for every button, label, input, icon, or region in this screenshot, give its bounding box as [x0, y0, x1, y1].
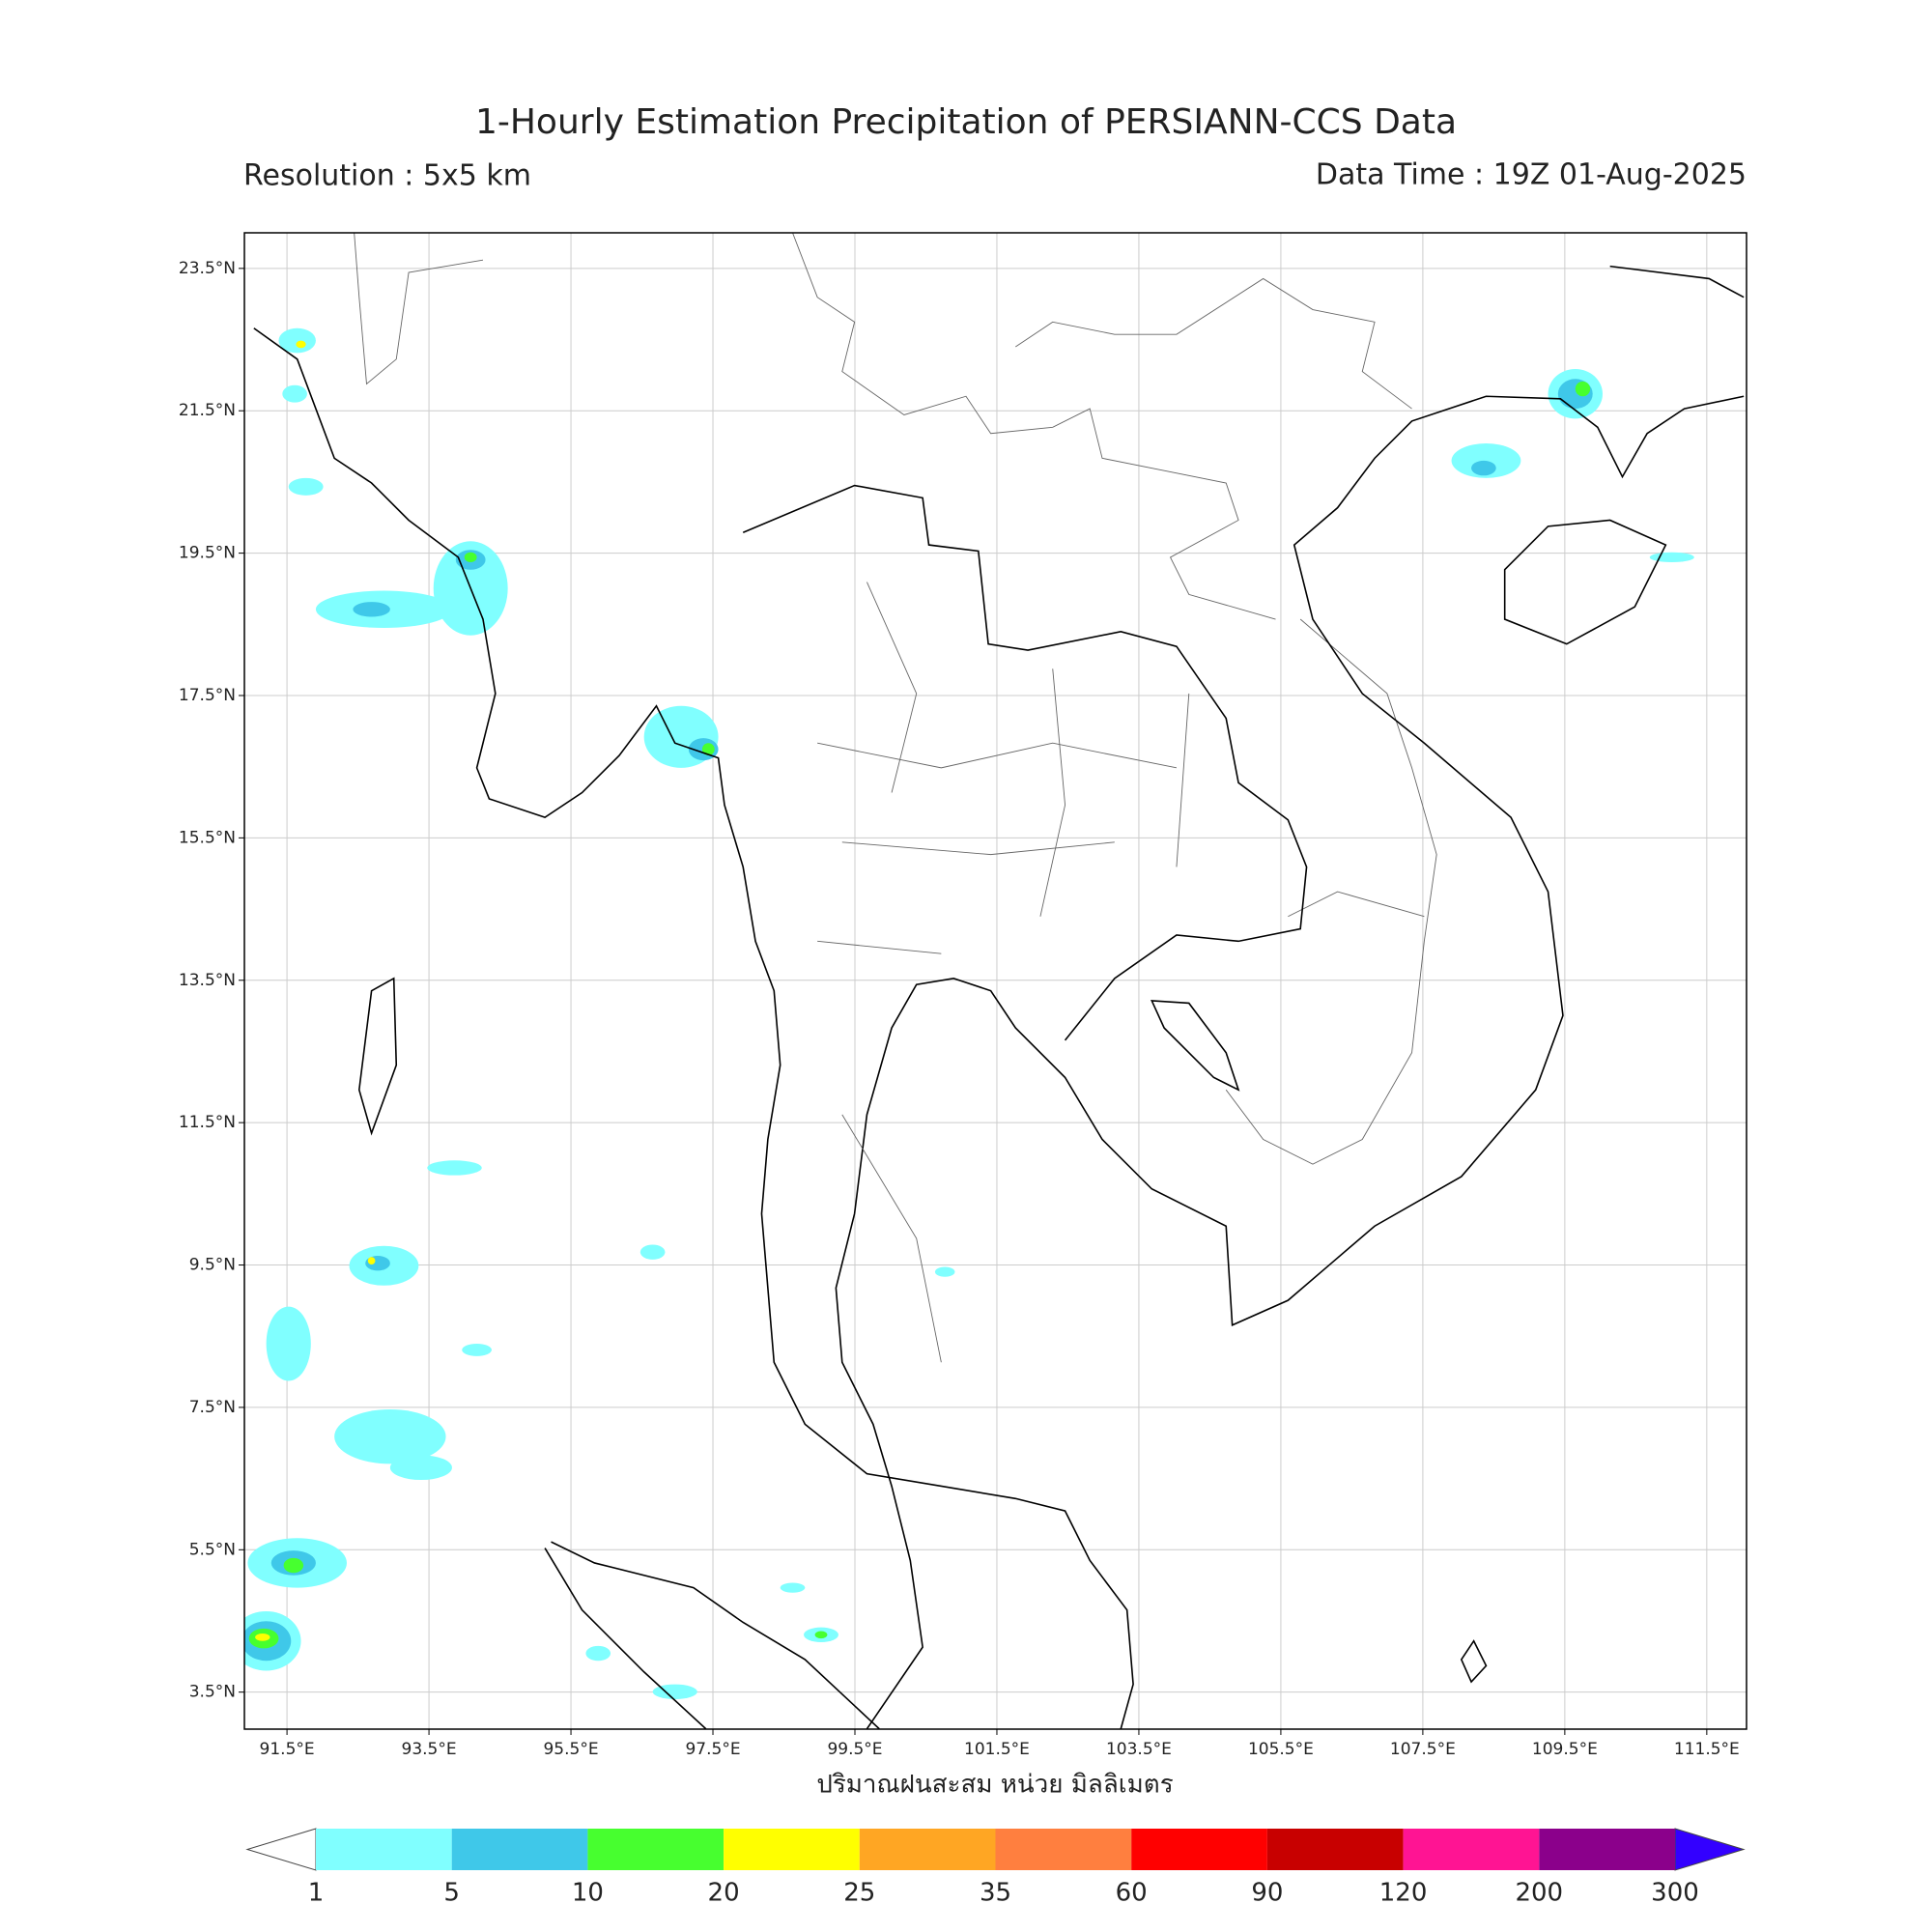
colorbar-over: [1674, 1828, 1746, 1871]
y-tick-label: 5.5°N: [189, 1540, 236, 1559]
y-tick-label: 17.5°N: [179, 686, 236, 705]
colorbar-bin: [1131, 1829, 1267, 1870]
grid: 91.5°E 93.5°E 95.5°E 97.5°E 99.5°E 101.5°E 103…: [179, 233, 1747, 1759]
colorbar-bin: [316, 1829, 452, 1870]
colorbar-bin: [1403, 1829, 1540, 1870]
y-tick-label: 9.5°N: [189, 1256, 236, 1275]
title: 1-Hourly Estimation Precipitation of PER…: [475, 102, 1457, 142]
rain: [244, 327, 1694, 1699]
y-tick-label: 11.5°N: [179, 1113, 236, 1132]
colorbar-bin: [451, 1829, 588, 1870]
colorbar-label: 20: [708, 1879, 740, 1908]
thailand-outline: [743, 486, 1306, 1363]
data-time: Data Time : 19Z 01-Aug-2025: [1316, 158, 1747, 192]
colorbar-label: 5: [443, 1879, 460, 1908]
colorbar-label: 1: [308, 1879, 325, 1908]
map-drawing: [244, 233, 1744, 1729]
colorbar-bin: [859, 1829, 996, 1870]
x-tick-label: 97.5°E: [685, 1740, 740, 1759]
colorbar-bin: [995, 1829, 1132, 1870]
y-tick-label: 7.5°N: [189, 1398, 236, 1417]
colorbar-bin: [587, 1829, 724, 1870]
colorbar-bin: [1266, 1829, 1404, 1870]
x-tick-label: 99.5°E: [827, 1740, 882, 1759]
colorbar-label: 35: [980, 1879, 1011, 1908]
map-frame: [243, 232, 1747, 1730]
colorbar-label: 200: [1515, 1879, 1563, 1908]
x-tick-label: 101.5°E: [964, 1740, 1030, 1759]
x-tick-label: 111.5°E: [1674, 1740, 1740, 1759]
x-tick-label: 103.5°E: [1106, 1740, 1172, 1759]
colorbar-bin: [724, 1829, 860, 1870]
map-layer: [244, 233, 1744, 1729]
colorbar-label: 300: [1651, 1879, 1699, 1908]
colorbar-bin: [1539, 1829, 1675, 1870]
colorbar-label: 60: [1116, 1879, 1148, 1908]
colorbar-label: 120: [1379, 1879, 1428, 1908]
y-tick-label: 19.5°N: [179, 544, 236, 563]
y-tick-label: 3.5°N: [189, 1683, 236, 1702]
x-tick-label: 107.5°E: [1390, 1740, 1456, 1759]
coastline: [254, 267, 1744, 1729]
x-tick-label: 109.5°E: [1532, 1740, 1598, 1759]
borders: [355, 233, 1437, 1164]
y-tick-label: 13.5°N: [179, 971, 236, 990]
x-tick-label: 95.5°E: [543, 1740, 598, 1759]
colorbar: 1 5 10 20 25 35 60 90 120 200 300: [245, 1828, 1746, 1908]
colorbar-label: 25: [843, 1879, 875, 1908]
y-tick-label: 23.5°N: [179, 259, 236, 278]
x-tick-label: 91.5°E: [260, 1740, 315, 1759]
x-tick-label: 105.5°E: [1248, 1740, 1314, 1759]
colorbar-label: 10: [572, 1879, 604, 1908]
resolution: Resolution : 5x5 km: [243, 159, 531, 193]
x-tick-label: 93.5°E: [402, 1740, 457, 1759]
x-axis-label: ปริมาณฝนสะสม หน่วย มิลลิเมตร: [816, 1771, 1173, 1800]
y-tick-label: 21.5°N: [179, 401, 236, 420]
colorbar-under: [245, 1828, 317, 1871]
colorbar-label: 90: [1251, 1879, 1283, 1908]
y-tick-label: 15.5°N: [179, 828, 236, 847]
